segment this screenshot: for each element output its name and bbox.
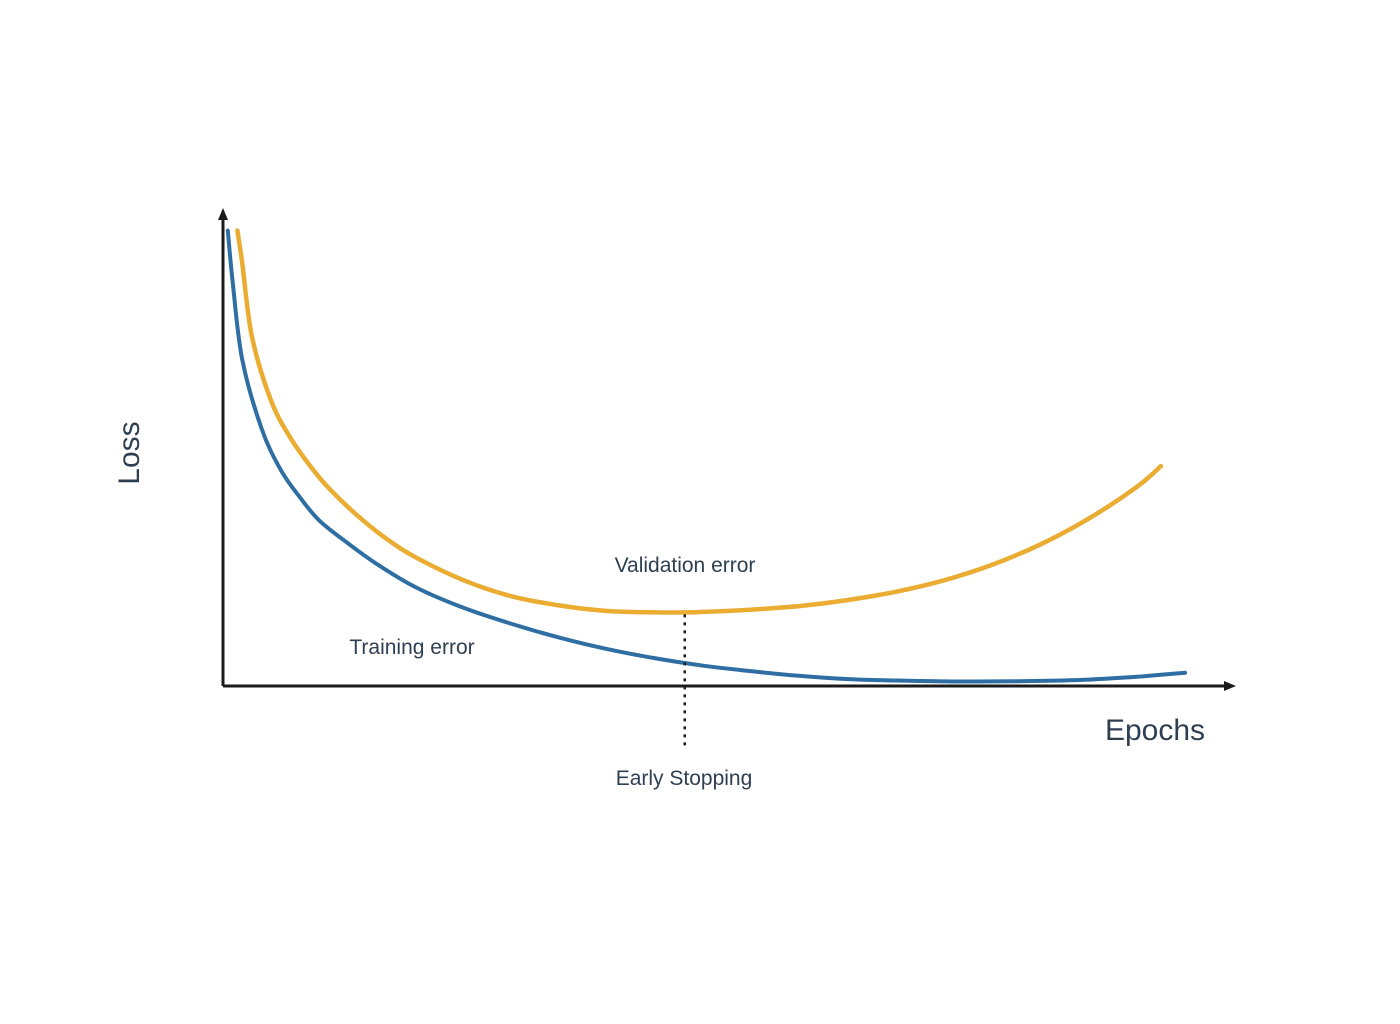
- validation-error-line: [235, 228, 1164, 615]
- y-axis-title: Loss: [113, 421, 146, 484]
- training-error-label: Training error: [349, 636, 474, 659]
- x-axis-title: Epochs: [1105, 714, 1205, 747]
- training-error-line: [225, 228, 1187, 684]
- early-stopping-label: Early Stopping: [616, 767, 753, 790]
- validation-error-label: Validation error: [615, 554, 756, 577]
